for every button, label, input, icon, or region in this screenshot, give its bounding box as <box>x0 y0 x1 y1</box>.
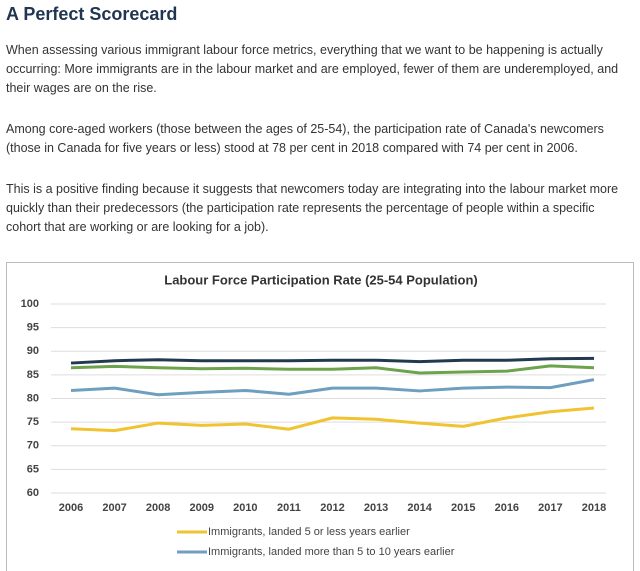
y-tick-label: 100 <box>21 298 39 310</box>
series-line <box>70 356 595 365</box>
x-tick-label: 2009 <box>190 502 214 514</box>
x-tick-label: 2013 <box>364 502 388 514</box>
x-tick-label: 2007 <box>102 502 126 514</box>
legend-label: Immigrants, landed 5 or less years earli… <box>208 526 410 538</box>
heading: A Perfect Scorecard <box>6 4 178 24</box>
x-tick-label: 2008 <box>146 502 170 514</box>
series-line <box>70 364 595 375</box>
x-tick-label: 2016 <box>495 502 519 514</box>
legend-label: Immigrants, landed more than 5 to 10 yea… <box>208 546 455 558</box>
y-tick-label: 75 <box>27 416 39 428</box>
x-tick-label: 2010 <box>233 502 257 514</box>
x-tick-label: 2017 <box>538 502 562 514</box>
x-tick-label: 2011 <box>277 502 301 514</box>
x-tick-label: 2018 <box>582 502 606 514</box>
y-tick-label: 60 <box>27 487 39 499</box>
y-tick-label: 70 <box>27 440 39 452</box>
y-tick-label: 95 <box>27 322 39 334</box>
chart: Labour Force Participation Rate (25-54 P… <box>6 262 634 571</box>
paragraph: This is a positive finding because it su… <box>6 182 619 234</box>
x-tick-label: 2014 <box>407 502 432 514</box>
series-line <box>70 406 595 433</box>
x-tick-label: 2006 <box>59 502 83 514</box>
paragraph: When assessing various immigrant labour … <box>6 43 619 95</box>
y-tick-label: 65 <box>27 463 39 475</box>
chart-title: Labour Force Participation Rate (25-54 P… <box>164 272 478 287</box>
series-line <box>70 378 595 397</box>
paragraph: Among core-aged workers (those between t… <box>6 122 604 155</box>
y-tick-label: 85 <box>27 369 39 381</box>
y-tick-label: 80 <box>27 392 39 404</box>
x-tick-label: 2015 <box>451 502 475 514</box>
y-tick-label: 90 <box>27 345 39 357</box>
x-tick-label: 2012 <box>320 502 344 514</box>
